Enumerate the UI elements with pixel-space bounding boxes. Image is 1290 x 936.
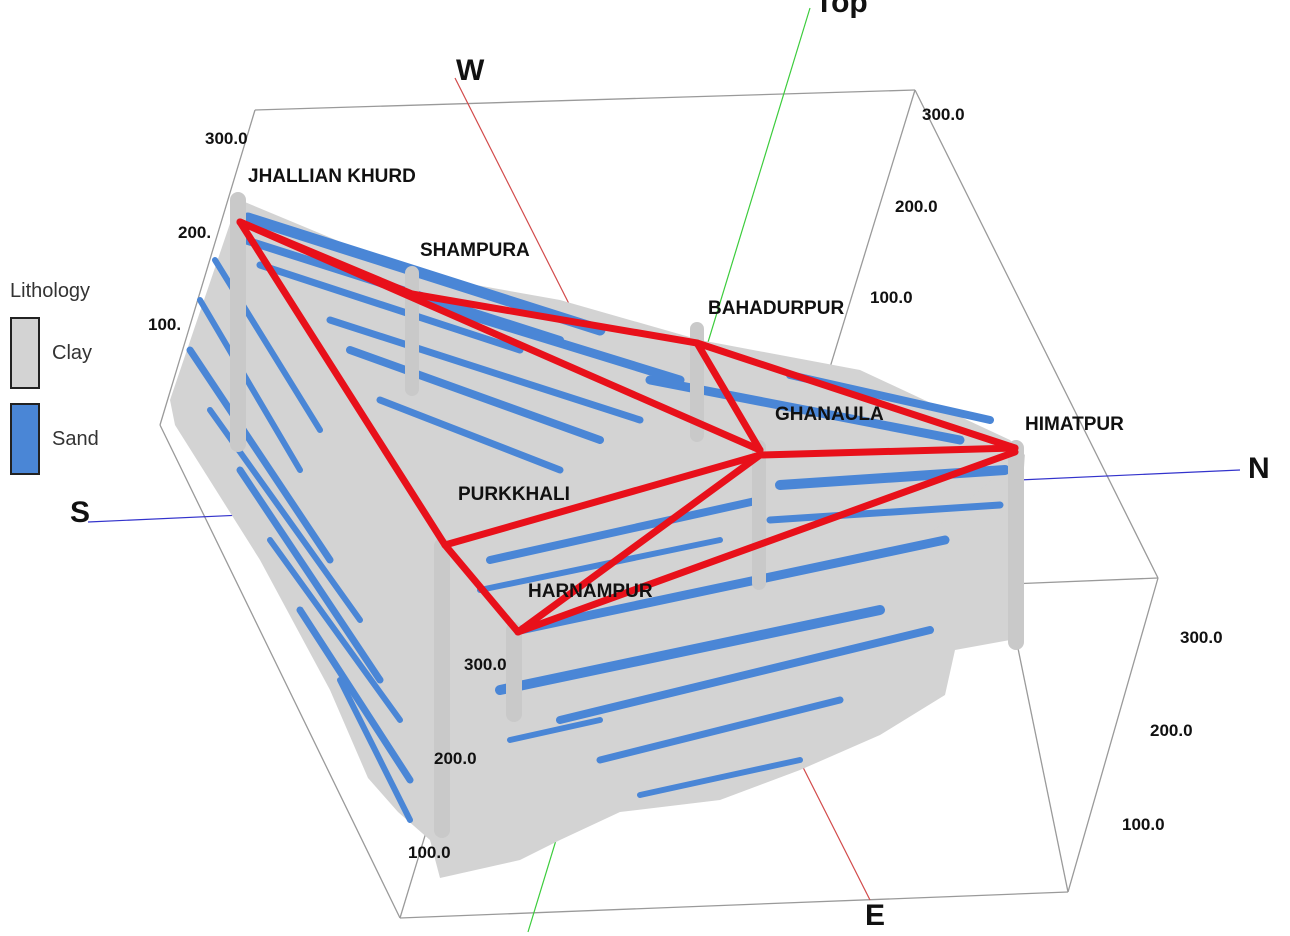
sand-lens [326,316,644,424]
box-edge [254,89,916,111]
sand-lens [267,537,403,723]
box-edge [914,89,1159,579]
well-jhallian-khurd [230,192,246,452]
tick-br-300: 300.0 [1180,628,1223,647]
tick-left-300: 300.0 [205,129,248,148]
well-label-himatpur: HIMATPUR [1025,414,1124,435]
axis-label-east: E [865,899,885,932]
tick-right-200: 200.0 [895,197,938,216]
sand-lens [337,677,413,823]
sand-lens [495,605,885,695]
sand-lens [596,696,844,764]
legend-item-clay: Clay [10,317,130,389]
legend-label-sand: Sand [52,427,99,450]
tick-left-200: 200. [178,223,211,242]
sand-lens [346,346,604,444]
sand-lens [236,466,384,684]
section-line [408,290,701,347]
sand-lens [242,212,606,336]
well-label-ghanaula: GHANAULA [775,404,884,425]
well-shampura [405,266,419,396]
clay-swatch [10,317,40,389]
axis-label-north: N [1248,452,1270,485]
sand-lens [256,261,524,354]
sand-lens [637,757,803,798]
box-edge [1067,577,1159,893]
well-ghanaula [752,440,766,590]
axis-label-top: Top [815,0,868,19]
sand-lens [415,295,685,385]
well-himatpur [1008,440,1024,650]
well-labels: JHALLIAN KHURD SHAMPURA BAHADURPUR GHANA… [248,166,1124,602]
section-line [693,339,764,454]
section-line [441,451,764,549]
legend-item-sand: Sand [10,403,130,475]
section-line [693,339,1019,452]
well-label-purkkhali: PURKKHALI [458,484,570,505]
tick-front-300: 300.0 [464,655,507,674]
section-line [514,448,1019,636]
tick-front-100: 100.0 [408,843,451,862]
tick-br-200: 200.0 [1150,721,1193,740]
tick-br-100: 100.0 [1122,815,1165,834]
sand-lens [766,501,1004,524]
axis-label-south: S [70,496,90,529]
axis-label-west: W [456,54,485,87]
sand-lens [296,606,414,784]
sand-lens [477,537,723,593]
well-label-bahadurpur: BAHADURPUR [708,298,844,319]
section-line [756,444,1019,459]
tick-left-100: 100. [148,315,181,334]
box-edge [819,89,916,401]
section-line [514,451,764,636]
well-label-harnampur: HARNAMPUR [528,581,653,602]
well-purkkhali [434,538,450,838]
sand-lens [197,297,303,473]
tick-right-300: 300.0 [922,105,965,124]
well-harnampur [506,622,522,722]
sand-lens [376,396,564,474]
legend-label-clay: Clay [52,341,93,364]
box-edge [159,109,256,426]
sand-lens [486,496,764,564]
sand-lens [515,535,950,635]
sand-lens [556,626,934,724]
section-line [236,218,449,549]
section-lines [236,218,1019,636]
well-label-jhallian-khurd: JHALLIAN KHURD [248,166,416,187]
sand-lens [507,717,603,743]
section-line [236,218,764,454]
box-edge [399,891,1069,919]
sand-lens [186,346,334,564]
tick-right-100: 100.0 [870,288,913,307]
tick-front-200: 200.0 [434,749,477,768]
box-edge [159,424,401,919]
lithology-legend: Lithology Clay Sand [10,280,130,489]
legend-title: Lithology [10,280,91,302]
sand-swatch [10,403,40,475]
tick-labels: 300.0 200. 100. 300.0 200.0 100.0 300.0 … [148,105,1223,862]
well-label-shampura: SHAMPURA [420,240,530,261]
section-line [441,541,522,636]
